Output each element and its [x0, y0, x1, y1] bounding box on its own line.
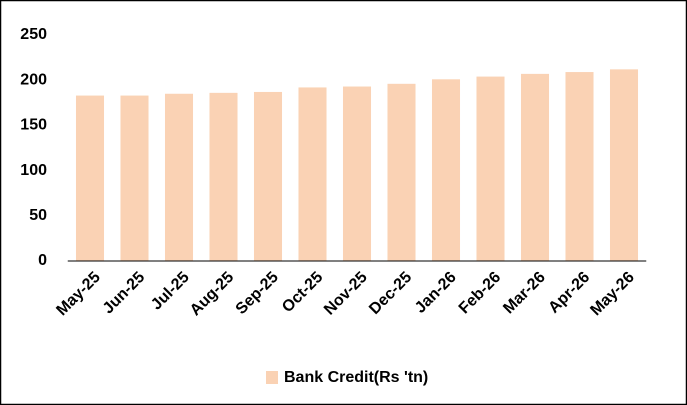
legend-swatch [266, 371, 278, 384]
bar [253, 91, 283, 262]
bar [164, 93, 194, 261]
bar [520, 73, 550, 261]
bar [431, 79, 461, 262]
y-tick-label: 100 [20, 162, 47, 179]
legend-label: Bank Credit(Rs 'tn) [284, 369, 428, 386]
y-tick-label: 200 [20, 71, 47, 88]
y-tick-label: 0 [38, 252, 47, 269]
bar [387, 83, 416, 261]
bar [476, 76, 505, 261]
bar [342, 86, 372, 261]
bar [565, 72, 594, 262]
y-tick-label: 250 [20, 26, 47, 43]
y-tick-label: 50 [29, 207, 47, 224]
bar [75, 95, 105, 262]
bar [298, 87, 327, 261]
bar [209, 92, 238, 261]
bar [609, 69, 639, 262]
y-tick-label: 150 [20, 117, 47, 134]
bar [120, 95, 149, 262]
